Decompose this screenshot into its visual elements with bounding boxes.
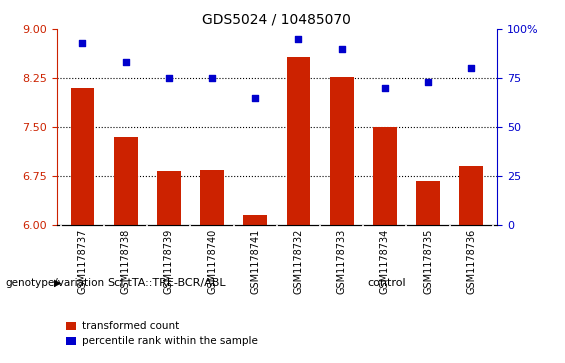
- Point: [121, 60, 130, 65]
- Text: GSM1178737: GSM1178737: [77, 229, 88, 294]
- Bar: [71, 88, 94, 225]
- Point: [380, 85, 389, 91]
- Text: ScI-tTA::TRE-BCR/ABL: ScI-tTA::TRE-BCR/ABL: [107, 278, 226, 288]
- Text: GSM1178732: GSM1178732: [293, 229, 303, 294]
- Text: genotype/variation: genotype/variation: [6, 278, 105, 288]
- Point: [207, 75, 216, 81]
- Point: [424, 79, 433, 85]
- Text: GSM1178733: GSM1178733: [337, 229, 347, 294]
- Bar: [157, 171, 181, 225]
- Text: control: control: [368, 278, 406, 288]
- Point: [78, 40, 87, 46]
- Bar: [416, 181, 440, 225]
- Text: GSM1178736: GSM1178736: [466, 229, 476, 294]
- Text: GSM1178738: GSM1178738: [121, 229, 131, 294]
- Bar: [114, 137, 137, 225]
- Bar: [459, 166, 483, 225]
- Bar: [200, 170, 224, 225]
- Bar: [373, 127, 397, 225]
- Title: GDS5024 / 10485070: GDS5024 / 10485070: [202, 12, 351, 26]
- Point: [251, 95, 260, 101]
- Bar: [330, 77, 354, 225]
- Text: GSM1178734: GSM1178734: [380, 229, 390, 294]
- Text: GSM1178739: GSM1178739: [164, 229, 174, 294]
- Text: GSM1178735: GSM1178735: [423, 229, 433, 294]
- Point: [337, 46, 346, 52]
- Point: [467, 65, 476, 71]
- Text: GSM1178740: GSM1178740: [207, 229, 217, 294]
- Point: [294, 36, 303, 42]
- Legend: transformed count, percentile rank within the sample: transformed count, percentile rank withi…: [62, 317, 262, 351]
- Text: ▶: ▶: [54, 278, 62, 288]
- Point: [164, 75, 173, 81]
- Bar: [244, 215, 267, 225]
- Text: GSM1178741: GSM1178741: [250, 229, 260, 294]
- Bar: [286, 57, 310, 225]
